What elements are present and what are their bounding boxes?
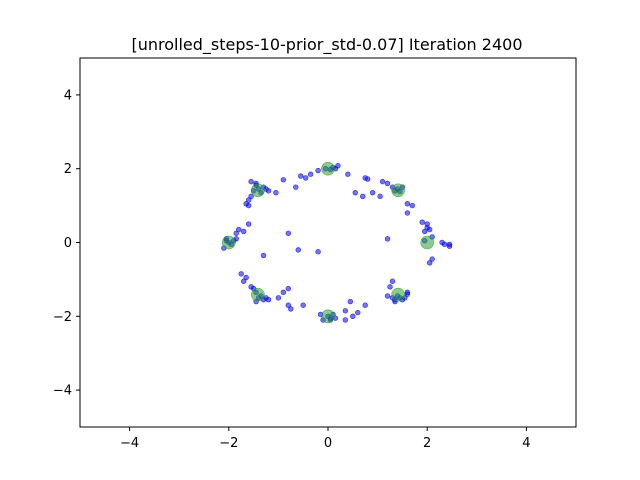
sample-point: [446, 243, 453, 249]
sample-point: [377, 193, 383, 200]
x-tick-label: 2: [423, 436, 431, 451]
sample-point: [409, 202, 416, 209]
chart-title: [unrolled_steps-10-prior_std-0.07] Itera…: [132, 35, 523, 55]
sample-point: [441, 241, 448, 248]
sample-point: [240, 228, 247, 235]
sample-point: [260, 252, 267, 259]
sample-point: [369, 189, 376, 196]
sample-point: [355, 309, 361, 316]
sample-point: [248, 284, 254, 290]
sample-point: [315, 249, 321, 255]
sample-point: [285, 302, 292, 308]
sample-point: [345, 171, 351, 177]
y-tick-label: −2: [53, 310, 72, 325]
sample-point: [245, 202, 252, 209]
sample-point: [288, 306, 294, 312]
sample-point: [265, 188, 272, 194]
mode-point: [391, 183, 405, 198]
sample-point: [300, 302, 306, 308]
sample-point: [295, 247, 301, 253]
y-tick-label: 2: [64, 162, 72, 177]
sample-point: [302, 175, 309, 181]
mode-point: [420, 235, 435, 250]
sample-point: [280, 177, 287, 183]
sample-point: [347, 298, 354, 305]
y-tick-label: 0: [64, 236, 72, 251]
x-tick-label: −2: [219, 436, 238, 451]
sample-point: [362, 302, 368, 308]
sample-point: [238, 271, 244, 277]
x-tick-label: 0: [324, 436, 332, 451]
mode-point: [321, 309, 335, 324]
sample-point: [342, 308, 349, 314]
sample-point: [335, 163, 341, 169]
y-tick-label: −4: [53, 384, 72, 399]
sample-point: [384, 236, 391, 242]
sample-point: [426, 226, 433, 233]
mode-point: [222, 235, 236, 250]
mode-point: [251, 183, 265, 198]
sample-point: [248, 193, 254, 200]
mode-point: [251, 287, 265, 302]
sample-point: [384, 180, 391, 187]
sample-point: [293, 184, 299, 190]
sample-point: [352, 189, 358, 196]
sample-point: [298, 173, 304, 179]
plot-area: [79, 57, 577, 428]
sample-point: [273, 189, 279, 196]
sample-point: [404, 210, 411, 216]
sample-point: [245, 221, 252, 227]
x-tick-label: 4: [522, 436, 530, 451]
sample-point: [280, 289, 287, 296]
sample-point: [285, 230, 292, 236]
sample-point: [243, 274, 249, 281]
mode-point: [391, 287, 405, 302]
x-tick-label: −4: [120, 436, 139, 451]
sample-point: [384, 293, 391, 299]
y-axis: −4 −2 0 2 4: [53, 88, 80, 399]
sample-point: [360, 193, 366, 200]
mode-point: [321, 161, 335, 176]
sample-point: [426, 260, 433, 266]
sample-point: [236, 226, 242, 233]
sample-point: [404, 201, 411, 207]
sample-point: [285, 285, 292, 292]
sample-point: [248, 178, 254, 185]
sample-point: [364, 176, 371, 182]
data-points: [221, 161, 453, 324]
sample-point: [422, 228, 428, 235]
real-data-modes: [222, 161, 435, 324]
sample-point: [233, 230, 239, 236]
sample-point: [245, 197, 252, 203]
sample-point: [389, 278, 396, 284]
y-tick-label: 4: [64, 88, 72, 103]
sample-point: [350, 313, 356, 319]
sample-point: [429, 256, 435, 262]
sample-point: [342, 317, 349, 323]
sample-point: [275, 295, 282, 301]
x-axis: −4 −2 0 2 4: [120, 427, 531, 451]
sample-point: [240, 278, 247, 284]
sample-point: [265, 296, 272, 303]
sample-point: [387, 284, 393, 290]
sample-point: [404, 289, 411, 296]
sample-point: [379, 178, 386, 185]
sample-point: [315, 167, 321, 174]
sample-point: [307, 171, 314, 177]
sample-point: [419, 219, 425, 225]
